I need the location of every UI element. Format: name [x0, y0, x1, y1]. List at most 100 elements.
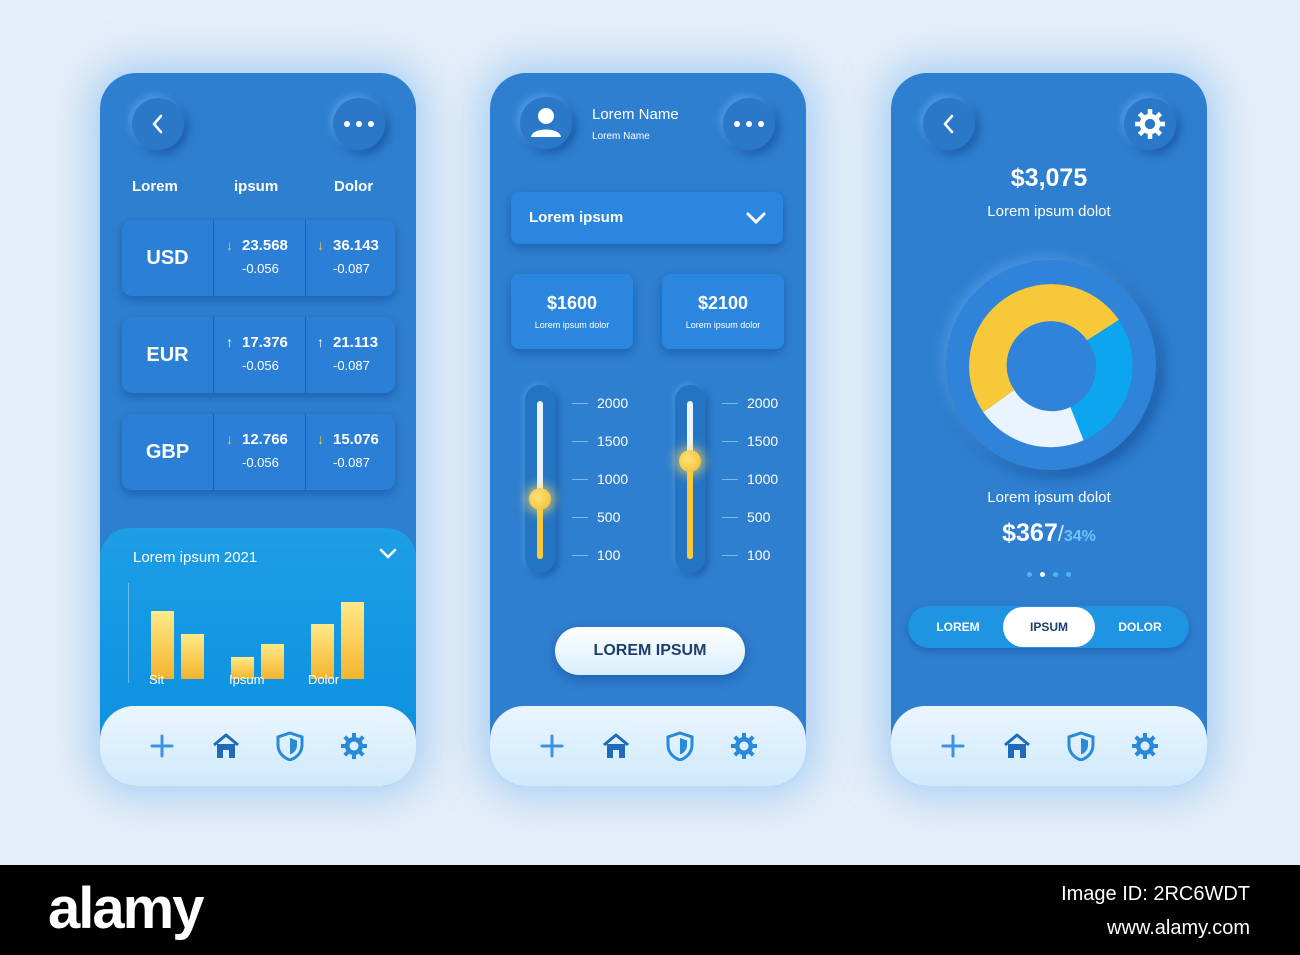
- shield-icon: [276, 731, 304, 761]
- chart-axis-line: [128, 583, 129, 683]
- rate-value: 23.568: [242, 237, 288, 254]
- nav-home-button[interactable]: [209, 729, 243, 763]
- rate-value: 36.143: [333, 237, 379, 254]
- scale-tick: [572, 441, 588, 442]
- more-dots-icon: [734, 121, 764, 127]
- nav-home-button[interactable]: [1000, 729, 1034, 763]
- slider-knob[interactable]: [529, 487, 551, 510]
- amount-caption: Lorem ipsum dolor: [534, 320, 610, 330]
- amount-card-2[interactable]: $2100 Lorem ipsum dolor: [662, 274, 784, 349]
- detail-value: $367: [1002, 519, 1058, 547]
- submit-button[interactable]: LOREM IPSUM: [555, 627, 745, 675]
- user-subtitle: Lorem Name: [592, 131, 650, 142]
- watermark-bar: alamy Image ID: 2RC6WDT www.alamy.com: [0, 865, 1300, 955]
- scale-label: 2000: [597, 395, 629, 411]
- page-dot-active[interactable]: [1040, 572, 1045, 577]
- scale-tick: [572, 555, 588, 556]
- plus-icon: [150, 734, 174, 758]
- bar-label-sit: Sit: [149, 672, 165, 687]
- shield-icon: [666, 731, 694, 761]
- scale-label: 1000: [597, 471, 629, 487]
- range-slider-1[interactable]: [525, 385, 555, 573]
- gear-icon: [1135, 109, 1165, 139]
- rate-change: -0.087: [333, 358, 370, 373]
- rate-value: 12.766: [242, 431, 288, 448]
- home-icon: [1004, 733, 1030, 758]
- scale-tick: [722, 479, 738, 480]
- nav-settings-button[interactable]: [1128, 729, 1162, 763]
- bar-ipsum-1: [231, 657, 254, 679]
- detail-percent: 34%: [1063, 528, 1096, 545]
- column-header-lorem: Lorem: [132, 178, 178, 195]
- segment-lorem[interactable]: LOREM: [936, 620, 980, 634]
- currency-row[interactable]: EUR ↑ 17.376 -0.056 ↑ 21.113 -0.087: [122, 317, 395, 393]
- donut-chart: [969, 284, 1133, 448]
- chevron-left-icon: [152, 114, 163, 134]
- phone-budget-sliders: Lorem Name Lorem Name Lorem ipsum $1600 …: [490, 73, 806, 786]
- nav-security-button[interactable]: [1064, 729, 1098, 763]
- category-dropdown[interactable]: Lorem ipsum: [511, 192, 783, 244]
- page-dot[interactable]: [1027, 572, 1032, 577]
- currency-code: GBP: [122, 414, 214, 490]
- plus-icon: [540, 734, 564, 758]
- more-button[interactable]: [723, 98, 775, 150]
- segment-ipsum[interactable]: IPSUM: [1003, 607, 1095, 647]
- slider-knob[interactable]: [679, 450, 701, 473]
- scale-label: 500: [597, 509, 621, 525]
- bar-label-ipsum: Ipsum: [229, 672, 265, 687]
- amount-card-1[interactable]: $1600 Lorem ipsum dolor: [511, 274, 633, 349]
- expand-button[interactable]: [378, 546, 398, 565]
- rate-value: 21.113: [333, 334, 379, 351]
- rate-cell: ↑ 21.113 -0.087: [305, 317, 396, 393]
- nav-add-button[interactable]: [936, 729, 970, 763]
- nav-security-button[interactable]: [663, 729, 697, 763]
- nav-settings-button[interactable]: [727, 729, 761, 763]
- nav-settings-button[interactable]: [337, 729, 371, 763]
- settings-button[interactable]: [1124, 98, 1176, 150]
- rate-change: -0.056: [242, 455, 279, 470]
- scale-label: 1500: [597, 433, 629, 449]
- slider-track: [537, 401, 543, 559]
- home-icon: [603, 733, 629, 758]
- bottom-nav: [891, 706, 1207, 786]
- nav-add-button[interactable]: [145, 729, 179, 763]
- more-button[interactable]: [333, 98, 385, 150]
- scale-label: 500: [747, 509, 771, 525]
- bar-sit-1: [151, 611, 174, 679]
- chevron-down-icon: [746, 212, 766, 225]
- rate-value: 15.076: [333, 431, 379, 448]
- donut-segment-cyan: [1070, 319, 1133, 441]
- back-button[interactable]: [132, 98, 184, 150]
- bar-sit-2: [181, 634, 204, 679]
- rate-change: -0.087: [333, 455, 370, 470]
- nav-home-button[interactable]: [599, 729, 633, 763]
- scale-tick: [722, 555, 738, 556]
- scale-label: 100: [747, 547, 771, 563]
- gear-icon: [341, 733, 367, 759]
- currency-row[interactable]: USD ↓ 23.568 -0.056 ↓ 36.143 -0.087: [122, 220, 395, 296]
- bar-ipsum-2: [261, 644, 284, 679]
- nav-add-button[interactable]: [535, 729, 569, 763]
- scale-tick: [722, 441, 738, 442]
- back-button[interactable]: [923, 98, 975, 150]
- column-header-dolor: Dolor: [334, 178, 374, 195]
- currency-code: USD: [122, 220, 214, 296]
- chevron-left-icon: [943, 114, 954, 134]
- bottom-nav: [490, 706, 806, 786]
- page-dot[interactable]: [1066, 572, 1071, 577]
- user-name: Lorem Name: [592, 106, 679, 123]
- currency-row[interactable]: GBP ↓ 12.766 -0.056 ↓ 15.076 -0.087: [122, 414, 395, 490]
- scale-tick: [722, 517, 738, 518]
- avatar[interactable]: [520, 97, 572, 149]
- range-slider-2[interactable]: [675, 385, 705, 573]
- stats-panel-title: Lorem ipsum 2021: [133, 549, 258, 566]
- rate-change: -0.056: [242, 261, 279, 276]
- rate-cell: ↑ 17.376 -0.056: [214, 317, 306, 393]
- detail-separator: /: [1057, 521, 1064, 546]
- bottom-nav: [100, 706, 416, 786]
- nav-security-button[interactable]: [273, 729, 307, 763]
- segment-dolor[interactable]: DOLOR: [1118, 620, 1162, 634]
- page-dot[interactable]: [1053, 572, 1058, 577]
- scale-label: 100: [597, 547, 621, 563]
- scale-tick: [572, 517, 588, 518]
